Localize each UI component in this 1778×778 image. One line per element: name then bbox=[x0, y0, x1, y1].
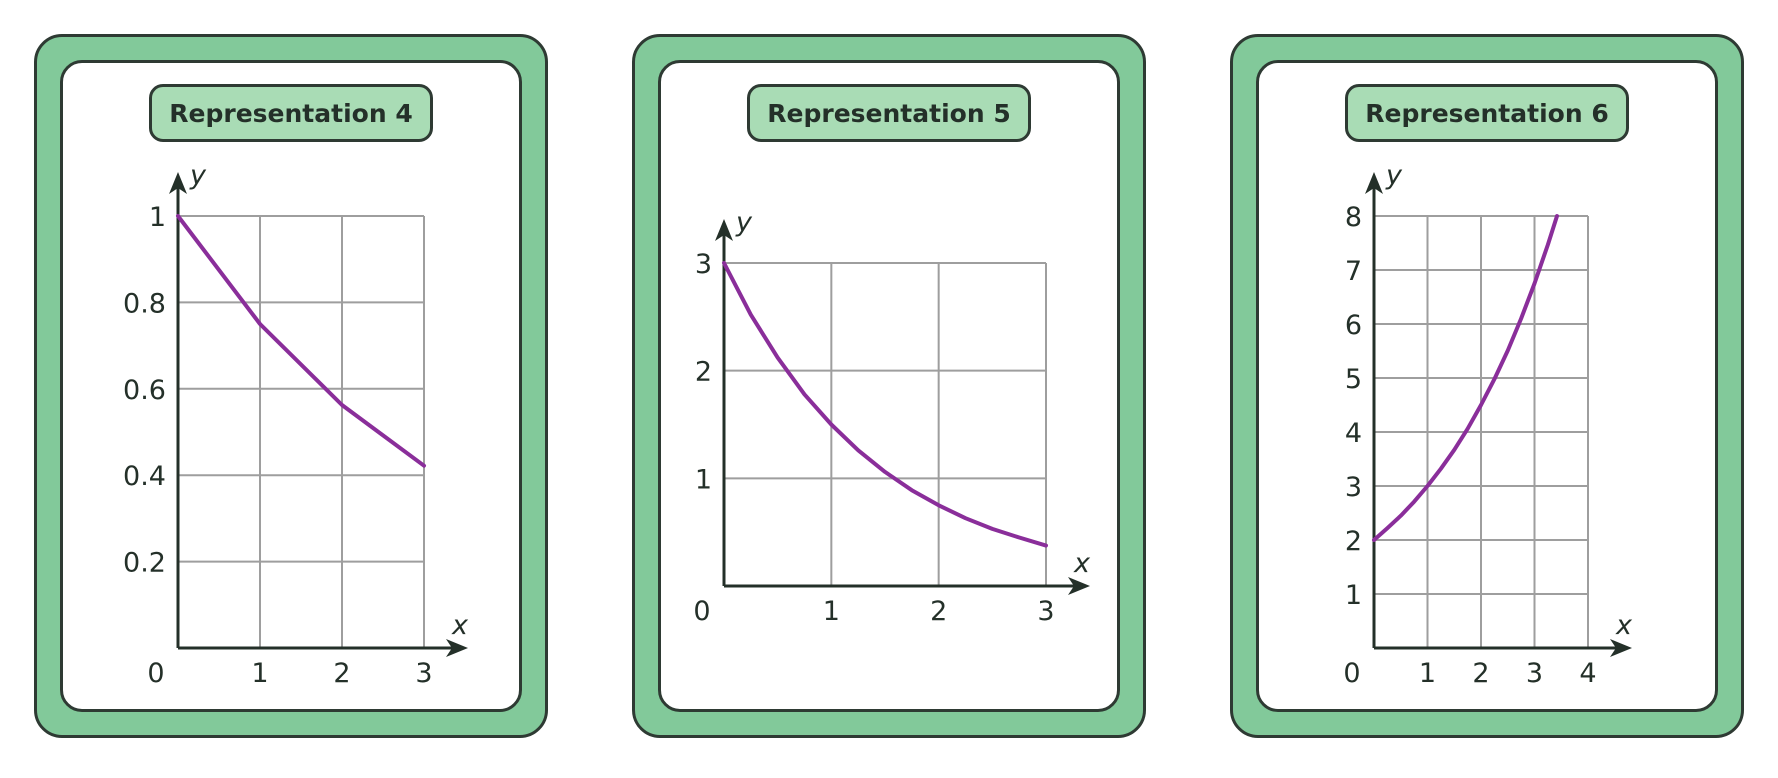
x-tick-label: 2 bbox=[333, 658, 350, 689]
card-title: Representation 4 bbox=[149, 84, 433, 142]
y-tick-label: 1 bbox=[149, 202, 166, 233]
x-tick-label: 4 bbox=[1579, 658, 1596, 689]
x-axis-arrow-icon bbox=[1610, 639, 1632, 657]
y-tick-label: 8 bbox=[1345, 202, 1362, 233]
x-tick-label: 3 bbox=[1526, 658, 1543, 689]
y-tick-label: 7 bbox=[1345, 256, 1362, 287]
x-tick-label: 2 bbox=[930, 596, 947, 627]
x-axis-label: x bbox=[451, 610, 469, 641]
y-tick-label: 4 bbox=[1345, 418, 1362, 449]
card-representation-4: Representation 4 bbox=[34, 34, 548, 738]
y-axis-label: y bbox=[735, 207, 753, 238]
y-axis-arrow-icon bbox=[1365, 172, 1383, 194]
y-axis-arrow-icon bbox=[715, 219, 733, 241]
origin-label: 0 bbox=[693, 596, 710, 627]
x-tick-label: 3 bbox=[415, 658, 432, 689]
data-curve bbox=[176, 214, 426, 468]
y-axis-arrow-icon bbox=[169, 172, 187, 194]
y-tick-label: 1 bbox=[1345, 580, 1362, 611]
card-representation-5: Representation 5 bbox=[632, 34, 1146, 738]
y-tick-label: 3 bbox=[695, 249, 712, 280]
y-tick-label: 5 bbox=[1345, 364, 1362, 395]
x-axis-label: x bbox=[1615, 610, 1633, 641]
card-representation-6: Representation 6 bbox=[1230, 34, 1744, 738]
x-axis-label: x bbox=[1073, 548, 1091, 579]
x-tick-label: 2 bbox=[1472, 658, 1489, 689]
data-curve bbox=[722, 261, 1048, 548]
y-tick-label: 6 bbox=[1345, 310, 1362, 341]
card-title: Representation 5 bbox=[747, 84, 1031, 142]
x-tick-label: 1 bbox=[1419, 658, 1436, 689]
card-title: Representation 6 bbox=[1345, 84, 1629, 142]
x-tick-label: 1 bbox=[251, 658, 268, 689]
y-tick-label: 1 bbox=[695, 464, 712, 495]
x-tick-label: 3 bbox=[1037, 596, 1054, 627]
y-axis-label: y bbox=[1385, 160, 1403, 191]
y-tick-label: 0.4 bbox=[123, 461, 166, 492]
card-inner: Representation 4 bbox=[60, 60, 522, 712]
y-tick-label: 2 bbox=[695, 357, 712, 388]
y-tick-label: 0.8 bbox=[123, 288, 166, 319]
y-tick-label: 0.6 bbox=[123, 375, 166, 406]
x-axis-arrow-icon bbox=[446, 639, 468, 657]
card-inner: Representation 6 bbox=[1256, 60, 1718, 712]
x-tick-label: 1 bbox=[823, 596, 840, 627]
y-tick-label: 0.2 bbox=[123, 548, 166, 579]
x-axis-arrow-icon bbox=[1068, 577, 1090, 595]
data-curve bbox=[1372, 214, 1559, 542]
y-axis-label: y bbox=[189, 160, 207, 191]
origin-label: 0 bbox=[1343, 658, 1360, 689]
card-inner: Representation 5 bbox=[658, 60, 1120, 712]
y-tick-label: 2 bbox=[1345, 526, 1362, 557]
y-tick-label: 3 bbox=[1345, 472, 1362, 503]
origin-label: 0 bbox=[147, 658, 164, 689]
